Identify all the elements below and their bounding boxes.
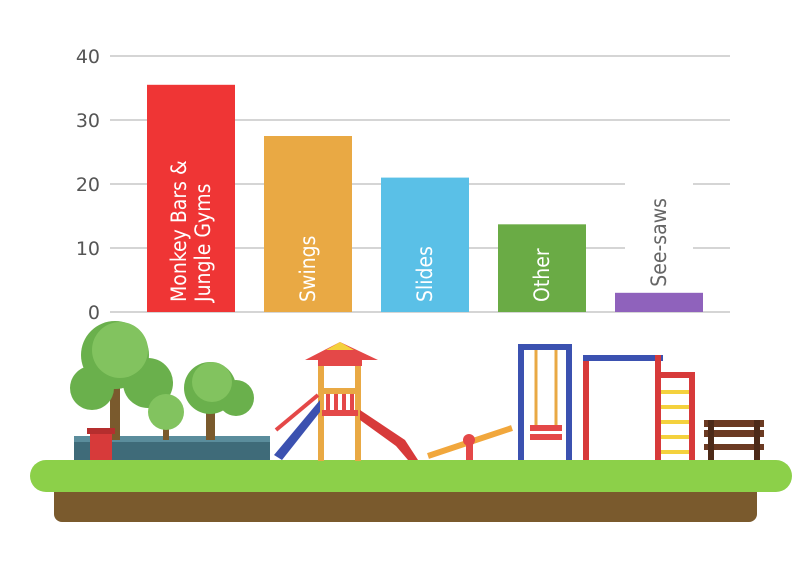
y-tick-label: 40	[76, 46, 100, 68]
bar-label-line: Other	[530, 248, 554, 302]
bar-label-line: Jungle Gyms	[191, 184, 215, 303]
tree-medium	[184, 362, 254, 440]
bar	[147, 84, 235, 312]
trash-can	[87, 428, 115, 460]
bench	[704, 420, 764, 460]
bar	[498, 224, 586, 312]
playground-scene	[30, 321, 792, 522]
y-axis-ticks: 0 10 20 30 40	[76, 46, 100, 324]
tree-large	[70, 321, 173, 440]
slide-tower	[274, 342, 418, 461]
y-tick-label: 10	[76, 238, 100, 260]
bar-label: See-saws	[647, 198, 671, 287]
y-tick-label: 30	[76, 110, 100, 132]
bar-label: Slides	[413, 246, 437, 302]
bar	[381, 177, 469, 312]
bar-label-line: Slides	[413, 246, 437, 302]
sandbox-rim	[74, 436, 270, 442]
y-tick-label: 0	[88, 302, 100, 324]
seesaw	[427, 425, 513, 460]
tree-small	[148, 394, 184, 440]
monkey-bars	[583, 355, 695, 460]
bar-label-line: Monkey Bars &	[167, 160, 191, 302]
bar-labels: Monkey Bars &Jungle Gyms Swings Slides Othe…	[167, 160, 671, 303]
y-tick-label: 20	[76, 174, 100, 196]
bar	[264, 136, 352, 312]
bar	[615, 292, 703, 312]
chart-bars	[147, 84, 703, 312]
ground-grass	[30, 460, 792, 492]
bar-label: Other	[530, 248, 554, 302]
bar-label-line: Swings	[296, 235, 320, 302]
label-backdrop	[625, 166, 693, 293]
bar-label-line: See-saws	[647, 198, 671, 287]
sandbox	[74, 438, 270, 460]
bar-label: Monkey Bars &Jungle Gyms	[167, 160, 215, 303]
bar-label: Swings	[296, 235, 320, 302]
swing-set	[518, 344, 572, 460]
